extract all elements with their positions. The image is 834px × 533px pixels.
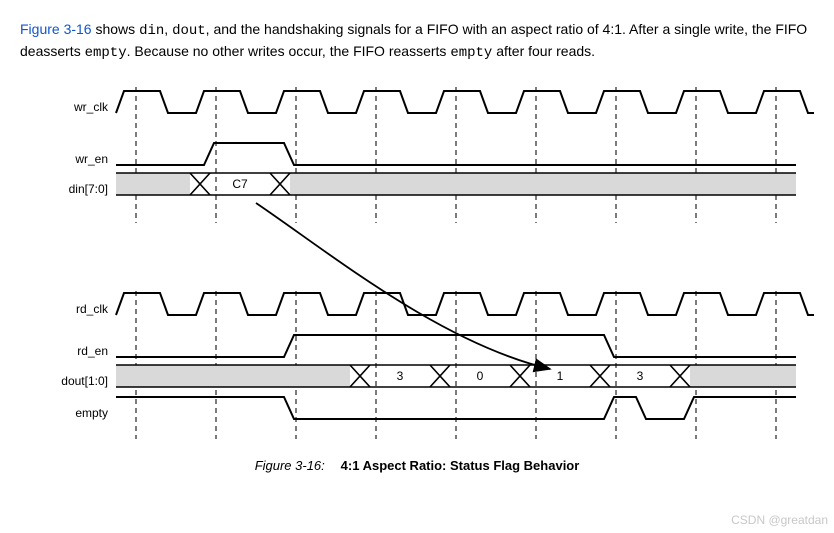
signal-label-empty: empty	[75, 406, 108, 420]
desc-m3: empty	[85, 45, 127, 61]
signal-label-dout: dout[1:0]	[61, 374, 108, 388]
signal-label-din: din[7:0]	[69, 182, 108, 196]
svg-text:0: 0	[477, 369, 484, 383]
signal-label-wr_en: wr_en	[74, 152, 108, 166]
signal-label-wr_clk: wr_clk	[73, 100, 109, 114]
desc-t4: . Because no other writes occur, the FIF…	[127, 43, 451, 59]
figure-caption: Figure 3-16: 4:1 Aspect Ratio: Status Fl…	[20, 457, 814, 473]
watermark: CSDN @greatdan	[731, 513, 828, 527]
desc-t5: after four reads.	[492, 43, 595, 59]
desc-t2: ,	[164, 21, 172, 37]
dependency-arrow	[256, 203, 550, 369]
figure-reference: Figure 3-16	[20, 21, 92, 37]
desc-m2: dout	[172, 23, 206, 39]
caption-title: 4:1 Aspect Ratio: Status Flag Behavior	[341, 458, 580, 473]
svg-text:C7: C7	[232, 177, 248, 191]
caption-figure-number: Figure 3-16:	[255, 458, 325, 473]
timing-diagram: wr_clk wr_en din[7:0] C7 rd_clk rd_en dout[1:0…	[20, 73, 814, 453]
desc-t1: shows	[92, 21, 139, 37]
signal-label-rd_en: rd_en	[77, 344, 108, 358]
desc-m1: din	[139, 23, 164, 39]
description-paragraph: Figure 3-16 shows din, dout, and the han…	[20, 20, 814, 63]
svg-text:3: 3	[397, 369, 404, 383]
signal-label-rd_clk: rd_clk	[76, 302, 109, 316]
svg-text:3: 3	[637, 369, 644, 383]
svg-text:1: 1	[557, 369, 564, 383]
desc-m4: empty	[450, 45, 492, 61]
